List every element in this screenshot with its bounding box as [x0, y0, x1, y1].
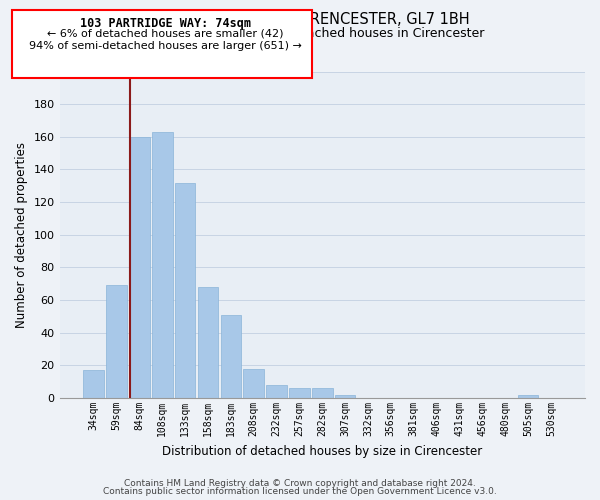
Text: Contains HM Land Registry data © Crown copyright and database right 2024.: Contains HM Land Registry data © Crown c…: [124, 478, 476, 488]
Bar: [335, 395, 355, 398]
Text: Size of property relative to detached houses in Cirencester: Size of property relative to detached ho…: [115, 28, 485, 40]
Text: 103, PARTRIDGE WAY, CIRENCESTER, GL7 1BH: 103, PARTRIDGE WAY, CIRENCESTER, GL7 1BH: [131, 12, 469, 28]
Y-axis label: Number of detached properties: Number of detached properties: [15, 142, 28, 328]
Bar: [106, 286, 127, 398]
X-axis label: Distribution of detached houses by size in Cirencester: Distribution of detached houses by size …: [162, 444, 482, 458]
Text: ← 6% of detached houses are smaller (42): ← 6% of detached houses are smaller (42): [47, 29, 283, 39]
Bar: [152, 132, 173, 398]
Text: 94% of semi-detached houses are larger (651) →: 94% of semi-detached houses are larger (…: [29, 41, 301, 51]
Bar: [129, 137, 150, 398]
Bar: [175, 182, 196, 398]
Bar: [221, 315, 241, 398]
Text: Contains public sector information licensed under the Open Government Licence v3: Contains public sector information licen…: [103, 487, 497, 496]
Bar: [198, 287, 218, 398]
Bar: [83, 370, 104, 398]
Bar: [518, 395, 538, 398]
Bar: [244, 368, 264, 398]
Bar: [266, 385, 287, 398]
Text: 103 PARTRIDGE WAY: 74sqm: 103 PARTRIDGE WAY: 74sqm: [79, 16, 251, 30]
Bar: [312, 388, 332, 398]
Bar: [289, 388, 310, 398]
